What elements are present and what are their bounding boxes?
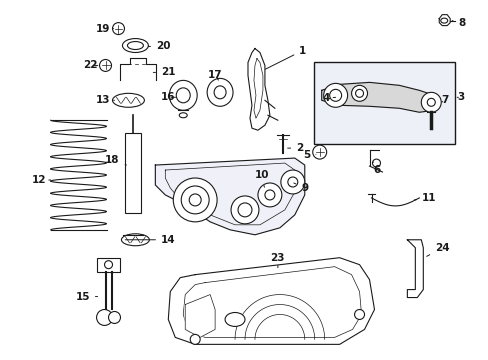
- Text: 22: 22: [83, 60, 98, 71]
- Ellipse shape: [214, 86, 225, 99]
- Text: 1: 1: [265, 45, 306, 69]
- Text: 16: 16: [161, 92, 175, 102]
- Bar: [313, 62, 454, 144]
- Circle shape: [427, 98, 434, 106]
- Text: 12: 12: [32, 175, 51, 185]
- Circle shape: [354, 310, 364, 319]
- Ellipse shape: [121, 234, 149, 246]
- Circle shape: [96, 310, 112, 325]
- Ellipse shape: [127, 41, 143, 50]
- Text: 17: 17: [207, 71, 222, 80]
- Text: 20: 20: [148, 41, 170, 50]
- Ellipse shape: [122, 39, 148, 53]
- Polygon shape: [185, 294, 215, 337]
- Text: 5: 5: [303, 150, 315, 160]
- Circle shape: [173, 178, 217, 222]
- Circle shape: [258, 183, 281, 207]
- Text: 15: 15: [75, 292, 98, 302]
- Circle shape: [104, 261, 112, 269]
- Circle shape: [355, 89, 363, 97]
- Text: 4: 4: [323, 93, 335, 103]
- Text: 7: 7: [441, 95, 448, 105]
- Polygon shape: [120, 58, 156, 80]
- Polygon shape: [407, 240, 423, 298]
- Text: 18: 18: [105, 155, 126, 165]
- Circle shape: [100, 59, 111, 71]
- Circle shape: [189, 194, 201, 206]
- Circle shape: [112, 23, 124, 35]
- Text: 11: 11: [413, 193, 436, 203]
- Circle shape: [287, 177, 297, 187]
- Text: 19: 19: [95, 24, 113, 33]
- Text: 13: 13: [96, 95, 114, 105]
- Circle shape: [329, 89, 341, 101]
- Circle shape: [351, 85, 367, 101]
- Text: 9: 9: [293, 183, 308, 193]
- Text: 3: 3: [456, 92, 464, 102]
- Polygon shape: [247, 49, 269, 130]
- Circle shape: [264, 190, 274, 200]
- Circle shape: [238, 203, 251, 217]
- Circle shape: [372, 159, 380, 167]
- Bar: [125, 133, 141, 213]
- Ellipse shape: [179, 113, 187, 118]
- Ellipse shape: [169, 80, 197, 110]
- Circle shape: [312, 145, 326, 159]
- Text: 21: 21: [153, 67, 175, 77]
- Ellipse shape: [207, 78, 233, 106]
- Text: 8: 8: [451, 18, 465, 28]
- Text: 14: 14: [125, 235, 175, 245]
- Text: 6: 6: [373, 162, 380, 175]
- Text: 24: 24: [426, 243, 448, 256]
- Bar: [96, 258, 120, 272]
- Circle shape: [280, 170, 304, 194]
- Circle shape: [181, 186, 209, 214]
- Circle shape: [190, 334, 200, 345]
- Ellipse shape: [112, 93, 144, 107]
- Ellipse shape: [440, 18, 447, 23]
- Circle shape: [230, 196, 259, 224]
- Circle shape: [323, 84, 347, 107]
- Polygon shape: [438, 15, 449, 26]
- Circle shape: [421, 92, 440, 112]
- Text: 23: 23: [270, 253, 285, 268]
- Polygon shape: [168, 258, 374, 345]
- Polygon shape: [321, 82, 438, 112]
- Text: 10: 10: [254, 170, 268, 187]
- Ellipse shape: [176, 88, 190, 103]
- Polygon shape: [155, 158, 304, 235]
- Ellipse shape: [224, 312, 244, 327]
- Text: 2: 2: [287, 143, 303, 153]
- Circle shape: [108, 311, 120, 323]
